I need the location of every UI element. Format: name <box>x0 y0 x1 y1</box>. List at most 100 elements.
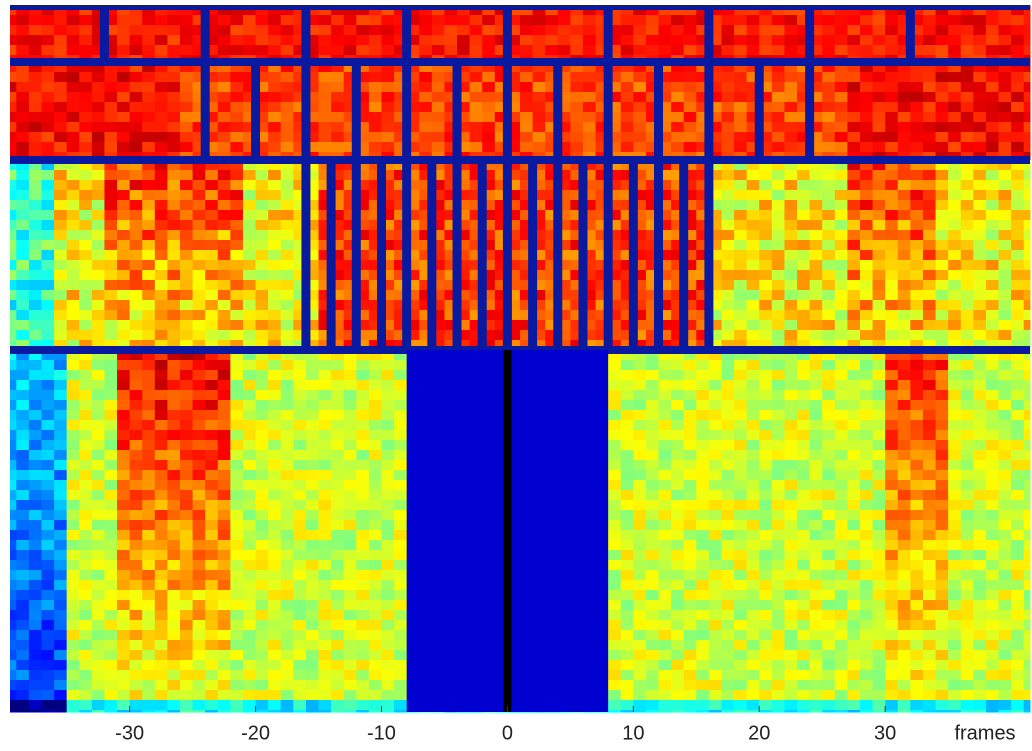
heatmap-cell <box>41 250 54 261</box>
heatmap-cell <box>432 45 445 56</box>
heatmap-cell <box>29 570 42 581</box>
heatmap-cell <box>104 550 117 561</box>
heatmap-cell <box>381 82 394 93</box>
heatmap-cell <box>948 280 961 291</box>
heatmap-cell <box>659 680 672 691</box>
heatmap-cell <box>193 480 206 491</box>
heatmap-cell <box>621 650 634 661</box>
heatmap-cell <box>973 132 986 143</box>
heatmap-cell <box>835 180 848 191</box>
heatmap-cell <box>268 230 281 241</box>
heatmap-cell <box>394 710 407 713</box>
heatmap-cell <box>684 650 697 661</box>
heatmap-cell <box>910 270 923 281</box>
heatmap-cell <box>256 620 269 631</box>
heatmap-cell <box>319 112 332 123</box>
heatmap-cell <box>130 530 143 541</box>
heatmap-cell <box>92 670 105 681</box>
heatmap-cell <box>180 190 193 201</box>
heatmap-cell <box>243 260 256 271</box>
heatmap-cell <box>633 72 646 83</box>
heatmap-cell <box>281 280 294 291</box>
heatmap-cell <box>734 260 747 271</box>
heatmap-cell <box>331 710 344 713</box>
heatmap-cell <box>659 660 672 671</box>
heatmap-cell <box>130 230 143 241</box>
heatmap-cell <box>470 112 483 123</box>
heatmap-cell <box>180 640 193 651</box>
heatmap-cell <box>885 180 898 191</box>
heatmap-cell <box>205 600 218 611</box>
heatmap-cell <box>193 290 206 301</box>
heatmap-cell <box>180 660 193 671</box>
heatmap-cell <box>910 200 923 211</box>
heatmap-cell <box>671 600 684 611</box>
heatmap-cell <box>671 430 684 441</box>
heatmap-cell <box>898 112 911 123</box>
heatmap-cell <box>10 330 17 341</box>
heatmap-cell <box>67 530 80 541</box>
heatmap-cell <box>344 460 357 471</box>
heatmap-cell <box>671 710 684 713</box>
heatmap-cell <box>29 430 42 441</box>
heatmap-cell <box>646 550 659 561</box>
heatmap-cell <box>621 470 634 481</box>
heatmap-cell <box>659 380 672 391</box>
heatmap-cell <box>54 480 67 491</box>
heatmap-cell <box>268 190 281 201</box>
heatmap-cell <box>369 500 382 511</box>
heatmap-cell <box>193 180 206 191</box>
heatmap-cell <box>369 410 382 421</box>
heatmap-cell <box>948 330 961 341</box>
heatmap-cell <box>646 420 659 431</box>
heatmap-cell <box>721 280 734 291</box>
heatmap-cell <box>444 15 457 26</box>
heatmap-cell <box>419 45 432 56</box>
heatmap-cell <box>268 92 281 103</box>
heatmap-cell <box>92 280 105 291</box>
heatmap-cell <box>117 480 130 491</box>
heatmap-cell <box>130 540 143 551</box>
heatmap-cell <box>671 102 684 113</box>
heatmap-cell <box>67 450 80 461</box>
heatmap-cell <box>709 620 722 631</box>
heatmap-cell <box>344 15 357 26</box>
heatmap-cell <box>1011 25 1024 36</box>
heatmap-cell <box>281 710 294 713</box>
heatmap-cell <box>847 200 860 211</box>
heatmap-cell <box>29 670 42 681</box>
heatmap-cell <box>41 510 54 521</box>
heatmap-cell <box>684 570 697 581</box>
heatmap-cell <box>29 530 42 541</box>
heatmap-cell <box>142 590 155 601</box>
heatmap-cell <box>218 480 231 491</box>
heatmap-cell <box>29 600 42 611</box>
heatmap-cell <box>961 280 974 291</box>
heatmap-cell <box>155 280 168 291</box>
heatmap-cell <box>608 450 621 461</box>
heatmap-cell <box>1024 132 1031 143</box>
heatmap-cell <box>784 122 797 133</box>
heatmap-cell <box>10 220 17 231</box>
heatmap-cell <box>281 580 294 591</box>
heatmap-cell <box>734 200 747 211</box>
heatmap-cell <box>67 230 80 241</box>
heatmap-cell <box>621 610 634 621</box>
heatmap-cell <box>986 260 999 271</box>
heatmap-cell <box>847 180 860 191</box>
heatmap-cell <box>356 370 369 381</box>
heatmap-cell <box>205 470 218 481</box>
heatmap-cell <box>180 530 193 541</box>
heatmap-cell <box>709 700 722 711</box>
heatmap-cell <box>130 450 143 461</box>
heatmap-cell <box>243 300 256 311</box>
heatmap-cell <box>155 360 168 371</box>
heatmap-cell <box>306 410 319 421</box>
heatmap-cell <box>218 180 231 191</box>
heatmap-cell <box>860 270 873 281</box>
heatmap-cell <box>369 360 382 371</box>
heatmap-cell <box>936 102 949 113</box>
heatmap-cell <box>696 440 709 451</box>
heatmap-cell <box>193 440 206 451</box>
heatmap-cell <box>256 540 269 551</box>
